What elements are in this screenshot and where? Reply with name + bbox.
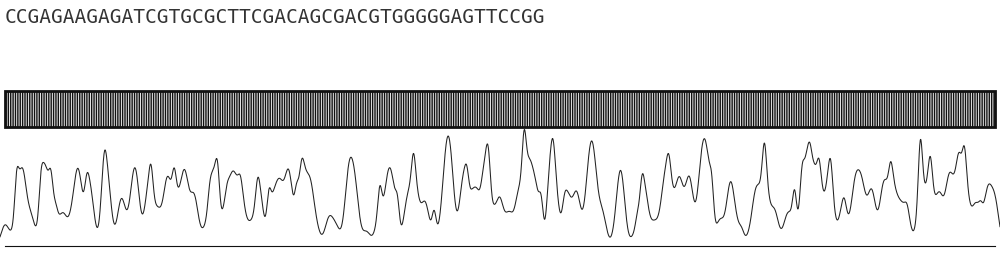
Text: CCGAGAAGAGATCGTGCGCTTCGACAGCGACGTGGGGGAGTTCCGG: CCGAGAAGAGATCGTGCGCTTCGACAGCGACGTGGGGGAG… xyxy=(5,8,546,27)
Bar xyxy=(5,91,995,127)
